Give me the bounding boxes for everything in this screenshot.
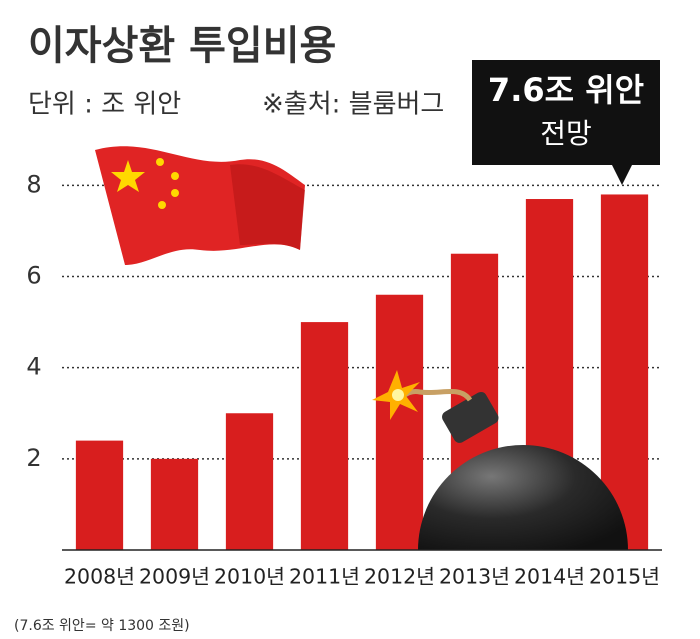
x-tick-label: 2013년 <box>439 565 510 589</box>
bar <box>300 322 349 550</box>
x-tick-label: 2010년 <box>214 565 285 589</box>
x-tick-label: 2012년 <box>364 565 435 589</box>
y-tick-label: 4 <box>26 353 41 381</box>
annotation: 전망 <box>540 117 592 150</box>
annotation-box: 7.6조 위안 전망 <box>472 60 660 185</box>
bar <box>150 458 199 550</box>
x-tick-label: 2015년 <box>589 565 660 589</box>
x-tick-label: 2011년 <box>289 565 360 589</box>
source: ※출처: 블룸버그 <box>262 90 444 120</box>
y-tick-label: 8 <box>26 170 41 198</box>
x-tick-label: 2008년 <box>64 565 135 589</box>
chart-subtitle: 단위 : 조 위안 <box>28 90 181 120</box>
annotation: 7.6조 위안 <box>488 71 644 109</box>
footnote: (7.6조 위안= 약 1300 조원) <box>14 618 190 634</box>
bar <box>375 294 424 550</box>
bar <box>75 440 124 550</box>
bar <box>225 413 274 550</box>
y-tick-label: 6 <box>26 262 41 290</box>
bomb-illustration <box>372 370 628 550</box>
axis: 2008년 2009년 2010년 2011년 2012년 2013년 2014년 2015년 <box>62 549 662 589</box>
chart-title: 이자상환 투입비용 <box>28 23 336 69</box>
x-tick-label: 2009년 <box>139 565 210 589</box>
flag-illustration <box>95 146 305 265</box>
x-tick-label: 2014년 <box>514 565 585 589</box>
y-tick-label: 2 <box>26 444 41 472</box>
